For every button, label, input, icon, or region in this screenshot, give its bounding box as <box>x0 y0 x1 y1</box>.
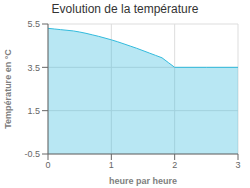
svg-text:Température en °C: Température en °C <box>8 49 13 129</box>
svg-text:1.5: 1.5 <box>27 106 40 116</box>
html-text:Evolution de la température: Evolution de la température <box>51 2 199 16</box>
svg-text:3.5: 3.5 <box>27 63 40 73</box>
svg-text:2: 2 <box>172 160 177 170</box>
svg-text:0: 0 <box>45 160 50 170</box>
svg-text:1: 1 <box>109 160 114 170</box>
svg-text:-0.5: -0.5 <box>24 149 40 159</box>
svg-text:5.5: 5.5 <box>27 19 40 29</box>
svg-text:heure par heure: heure par heure <box>109 176 177 186</box>
svg-text:3: 3 <box>235 160 240 170</box>
